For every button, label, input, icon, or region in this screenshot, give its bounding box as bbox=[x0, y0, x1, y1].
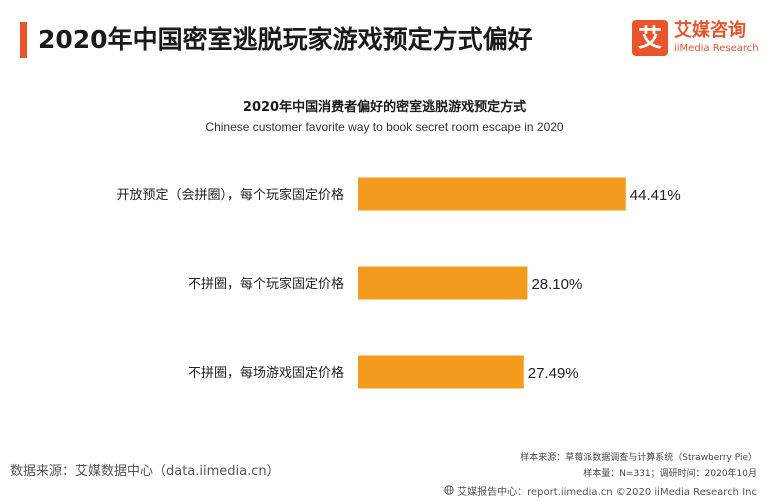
bar-2 bbox=[358, 355, 524, 389]
category-label-1: 不拼圈，每个玩家固定价格 bbox=[188, 276, 344, 292]
bar-chart: 开放预定（会拼圈），每个玩家固定价格 44.41% 不拼圈，每个玩家固定价格 28.1… bbox=[116, 177, 681, 389]
chart-title: 2020年中国消费者偏好的密室逃脱游戏预定方式 bbox=[242, 100, 527, 115]
footer-brand: 艾媒报告中心：report.iimedia.cn ©2020 iiMedia R… bbox=[444, 483, 757, 498]
chart-subtitle: Chinese customer favorite way to book se… bbox=[205, 120, 564, 134]
value-label-1: 28.10% bbox=[531, 276, 582, 293]
sample-size: 样本量：N=331；调研时间：2020年10月 bbox=[583, 469, 757, 479]
category-label-0: 开放预定（会拼圈），每个玩家固定价格 bbox=[116, 187, 344, 203]
category-label-2: 不拼圈，每场游戏固定价格 bbox=[188, 365, 344, 381]
bar-1 bbox=[358, 266, 528, 300]
logo-mark-icon: 艾 bbox=[632, 20, 668, 56]
brand-logo: 艾 艾媒咨询 iiMedia Research bbox=[632, 20, 764, 60]
value-label-0: 44.41% bbox=[630, 187, 681, 204]
value-label-2: 27.49% bbox=[528, 365, 579, 382]
bar-0 bbox=[358, 177, 626, 211]
globe-icon bbox=[444, 485, 454, 498]
logo-text-en: iiMedia Research bbox=[674, 43, 759, 54]
footer-brand-text: 艾媒报告中心：report.iimedia.cn ©2020 iiMedia R… bbox=[457, 487, 757, 498]
logo-text-cn: 艾媒咨询 bbox=[674, 20, 746, 41]
page-title: 2020年中国密室逃脱玩家游戏预定方式偏好 bbox=[38, 25, 533, 54]
data-source: 数据来源：艾媒数据中心（data.iimedia.cn） bbox=[10, 464, 280, 479]
title-accent-bar bbox=[20, 22, 27, 58]
sample-source: 样本来源：草莓派数据调查与计算系统（Strawberry Pie） bbox=[520, 453, 757, 463]
